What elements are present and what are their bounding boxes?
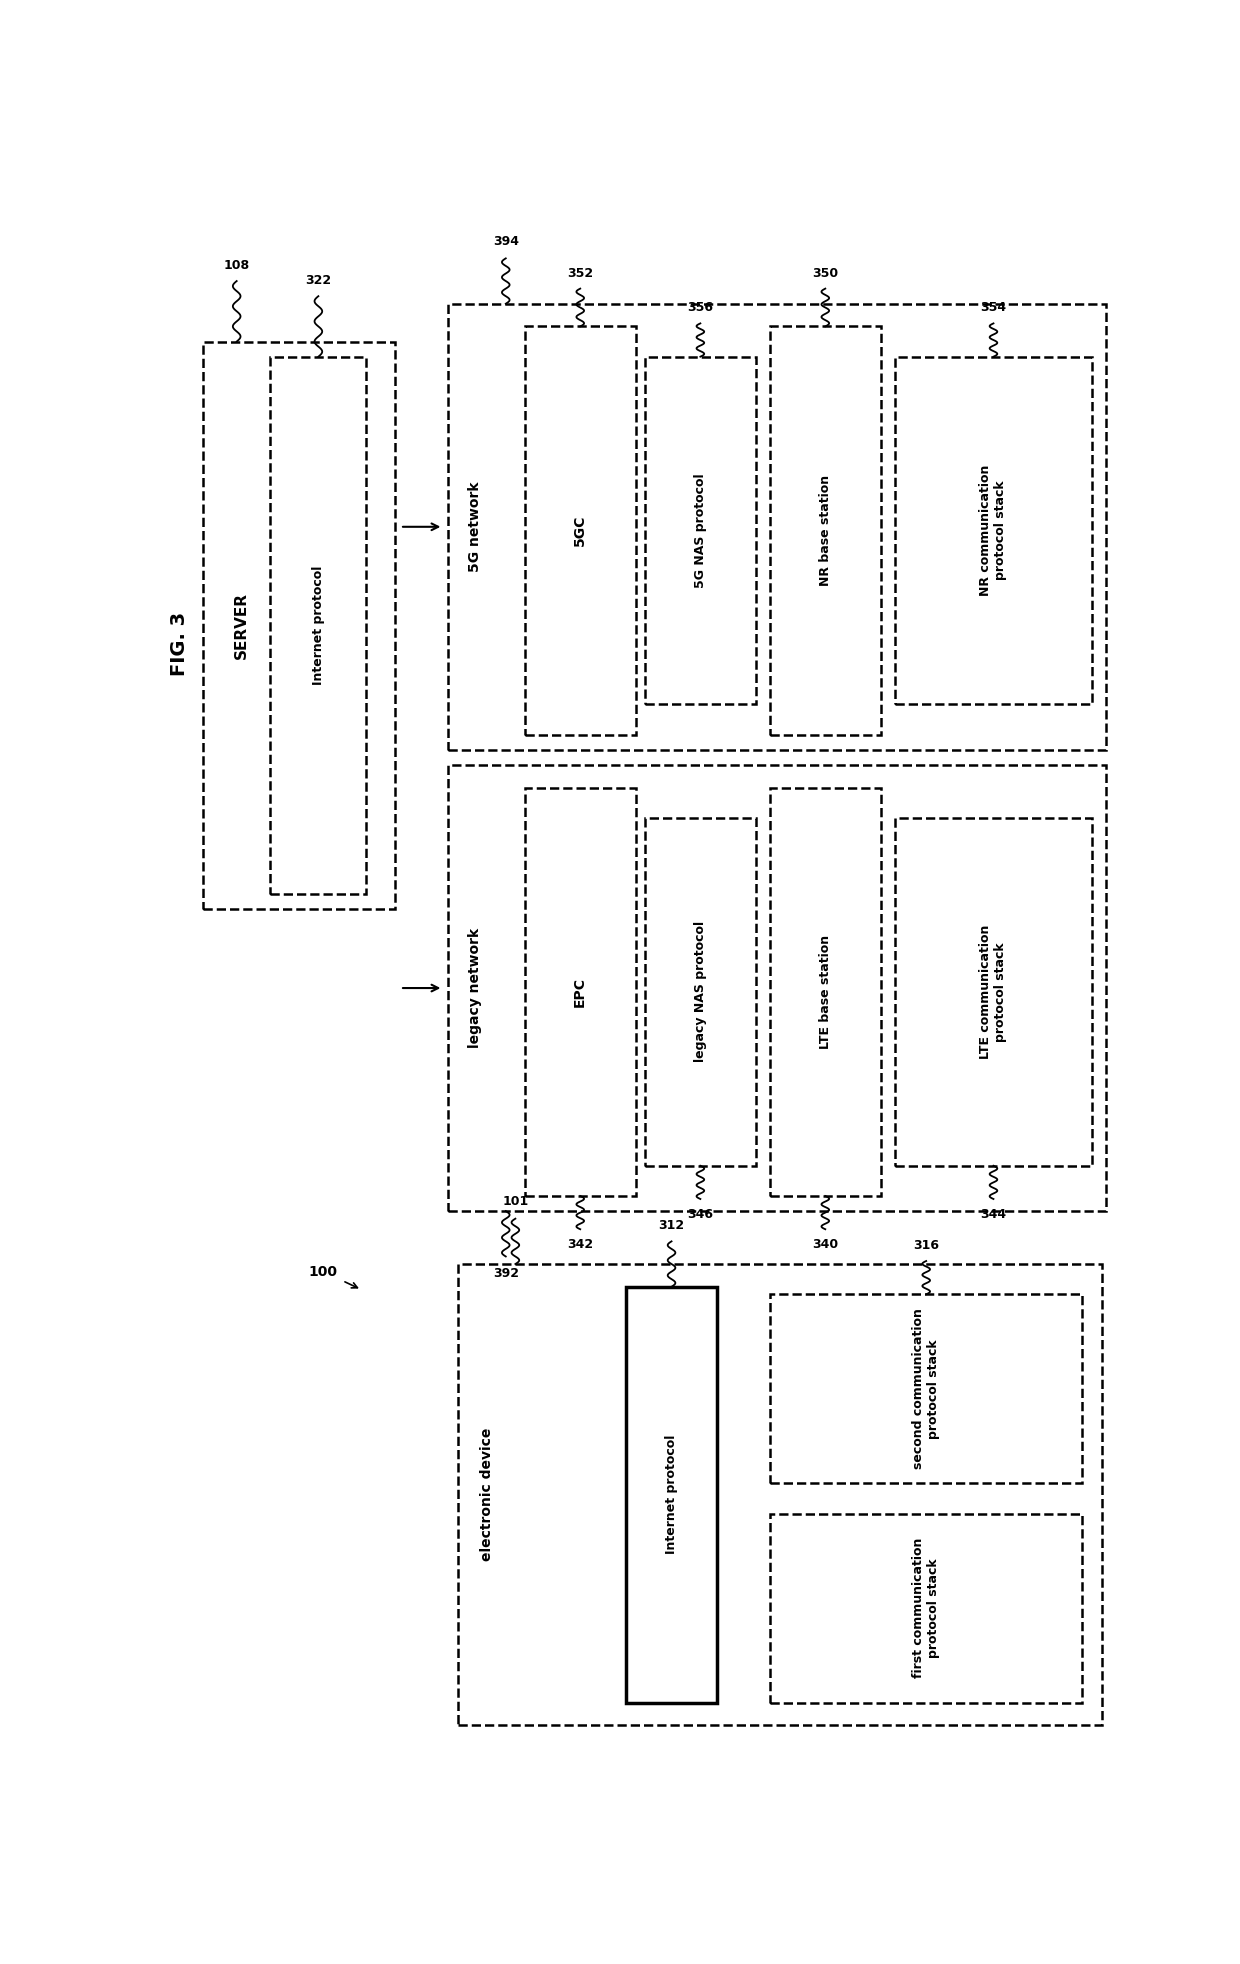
- Text: 5G network: 5G network: [467, 481, 482, 572]
- Text: 392: 392: [492, 1267, 518, 1281]
- Bar: [645, 357, 755, 705]
- Text: 344: 344: [981, 1208, 1007, 1222]
- Bar: [645, 817, 755, 1167]
- Text: FIG. 3: FIG. 3: [170, 613, 188, 676]
- Text: 5GC: 5GC: [573, 515, 588, 546]
- Text: 322: 322: [305, 275, 331, 287]
- Bar: [458, 1265, 1101, 1724]
- Text: 101: 101: [502, 1194, 528, 1208]
- Bar: [895, 357, 1092, 705]
- Bar: [770, 326, 880, 735]
- Text: 108: 108: [223, 259, 249, 271]
- Bar: [626, 1286, 717, 1703]
- Text: legacy NAS protocol: legacy NAS protocol: [694, 921, 707, 1063]
- Bar: [448, 766, 1106, 1212]
- Text: 342: 342: [567, 1239, 593, 1251]
- Text: EPC: EPC: [573, 976, 588, 1008]
- Text: LTE communication
protocol stack: LTE communication protocol stack: [980, 925, 1007, 1059]
- Bar: [525, 788, 635, 1196]
- Bar: [770, 1514, 1083, 1703]
- Text: 356: 356: [687, 300, 713, 314]
- Text: 316: 316: [913, 1239, 939, 1251]
- Text: LTE base station: LTE base station: [818, 935, 832, 1049]
- Text: legacy network: legacy network: [467, 927, 482, 1049]
- Text: 350: 350: [812, 267, 838, 279]
- Bar: [895, 817, 1092, 1167]
- Text: NR base station: NR base station: [818, 475, 832, 585]
- Bar: [203, 342, 396, 909]
- Text: electronic device: electronic device: [480, 1428, 494, 1561]
- Text: Internet protocol: Internet protocol: [312, 566, 325, 685]
- Text: 346: 346: [687, 1208, 713, 1222]
- Bar: [270, 357, 367, 894]
- Text: 340: 340: [812, 1239, 838, 1251]
- Bar: [770, 1294, 1083, 1483]
- Text: second communication
protocol stack: second communication protocol stack: [913, 1308, 940, 1469]
- Text: 354: 354: [981, 300, 1007, 314]
- Bar: [448, 304, 1106, 750]
- Text: NR communication
protocol stack: NR communication protocol stack: [980, 465, 1007, 597]
- Text: SERVER: SERVER: [234, 591, 249, 658]
- Text: 394: 394: [492, 236, 518, 247]
- Text: 5G NAS protocol: 5G NAS protocol: [694, 473, 707, 587]
- Text: 312: 312: [658, 1220, 684, 1231]
- Bar: [770, 788, 880, 1196]
- Text: 352: 352: [567, 267, 593, 279]
- Bar: [525, 326, 635, 735]
- Text: Internet protocol: Internet protocol: [665, 1436, 678, 1554]
- Text: first communication
protocol stack: first communication protocol stack: [913, 1538, 940, 1679]
- Text: 100: 100: [309, 1265, 337, 1279]
